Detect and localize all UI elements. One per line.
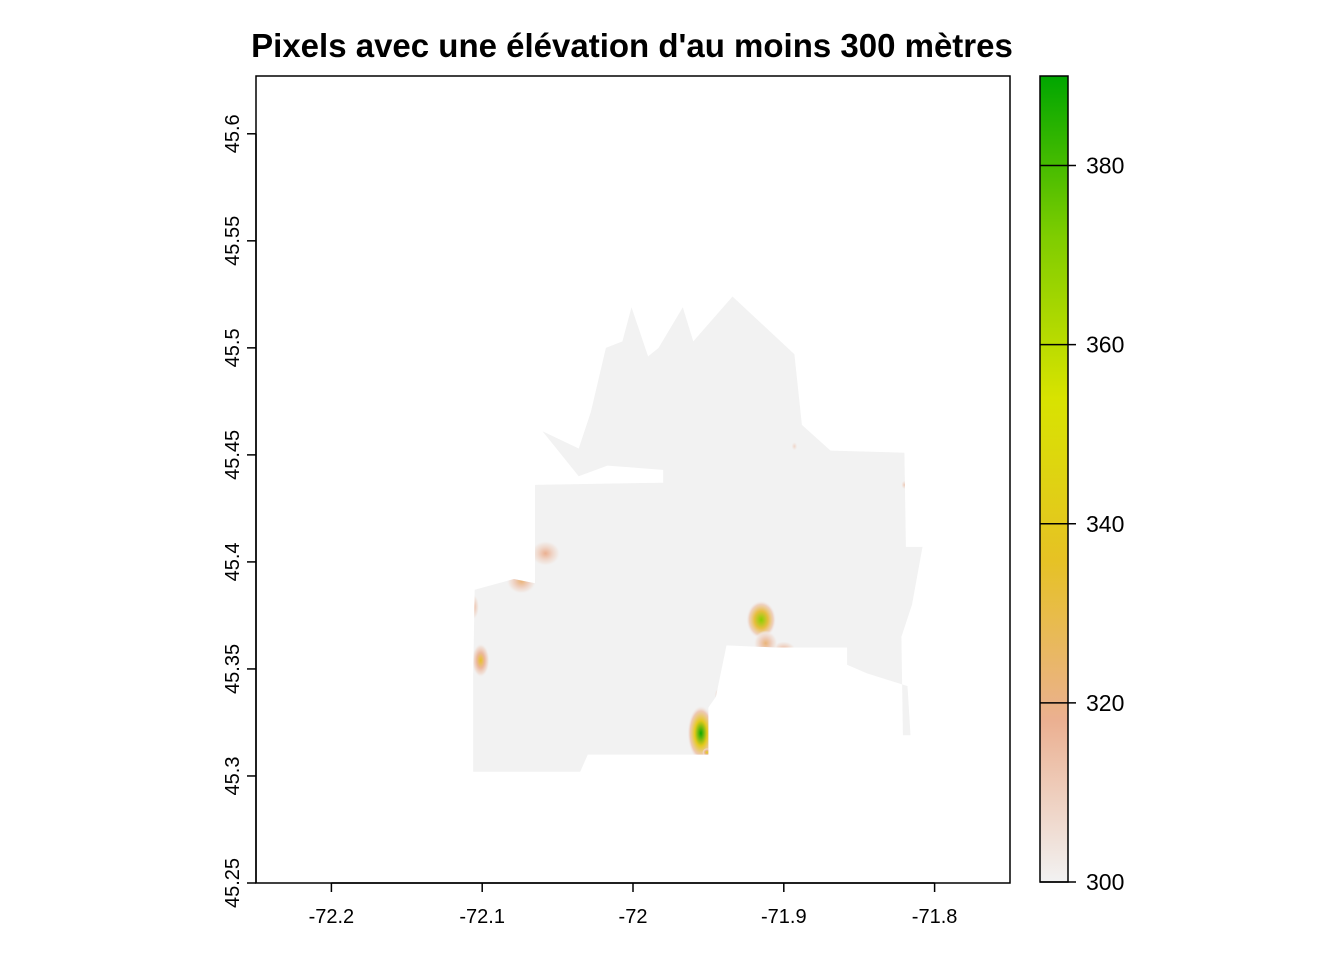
x-tick-label: -72.1 <box>459 906 505 928</box>
elevation-hotspot <box>530 540 561 567</box>
y-axis: 45.25 45.3 45.35 45.4 45.45 45.5 45.55 45.6 <box>222 114 257 908</box>
elevation-hotspot <box>746 600 777 639</box>
y-tick-label: 45.45 <box>222 430 244 480</box>
colorbar-tick-label: 300 <box>1086 869 1124 895</box>
x-tick-label: -72.2 <box>309 906 355 928</box>
region-area <box>473 296 923 772</box>
map-title: Pixels avec une élévation d'au moins 300… <box>251 27 1013 64</box>
y-tick-label: 45.25 <box>222 858 244 908</box>
x-tick-label: -71.9 <box>761 906 807 928</box>
elevation-hotspot <box>506 568 537 594</box>
elevation-raster <box>473 296 923 772</box>
x-tick-label: -72 <box>619 906 648 928</box>
y-tick-label: 45.5 <box>222 328 244 367</box>
elevation-hotspot <box>901 480 908 490</box>
colorbar-tick-label: 380 <box>1086 153 1124 179</box>
y-tick-label: 45.35 <box>222 644 244 694</box>
y-tick-label: 45.55 <box>222 216 244 266</box>
elevation-hotspot <box>473 594 480 620</box>
elevation-hotspot <box>687 705 715 761</box>
y-tick-label: 45.4 <box>222 542 244 581</box>
y-tick-label: 45.3 <box>222 757 244 796</box>
elevation-hotspot <box>473 643 490 678</box>
elevation-hotspot <box>791 442 798 451</box>
colorbar-scale <box>1039 75 1069 883</box>
elevation-hotspot <box>753 630 778 657</box>
x-axis: -72.2 -72.1 -72 -71.9 -71.8 <box>309 882 958 928</box>
x-tick-label: -71.8 <box>912 906 958 928</box>
elevation-hotspot <box>714 688 724 701</box>
colorbar-tick-label: 360 <box>1086 332 1124 358</box>
y-tick-label: 45.6 <box>222 114 244 153</box>
colorbar-tick-label: 340 <box>1086 511 1124 537</box>
colorbar-tick-label: 320 <box>1086 690 1124 716</box>
elevation-colorbar: 300 320 340 360 380 <box>1039 75 1124 895</box>
elevation-hotspot <box>702 748 712 757</box>
